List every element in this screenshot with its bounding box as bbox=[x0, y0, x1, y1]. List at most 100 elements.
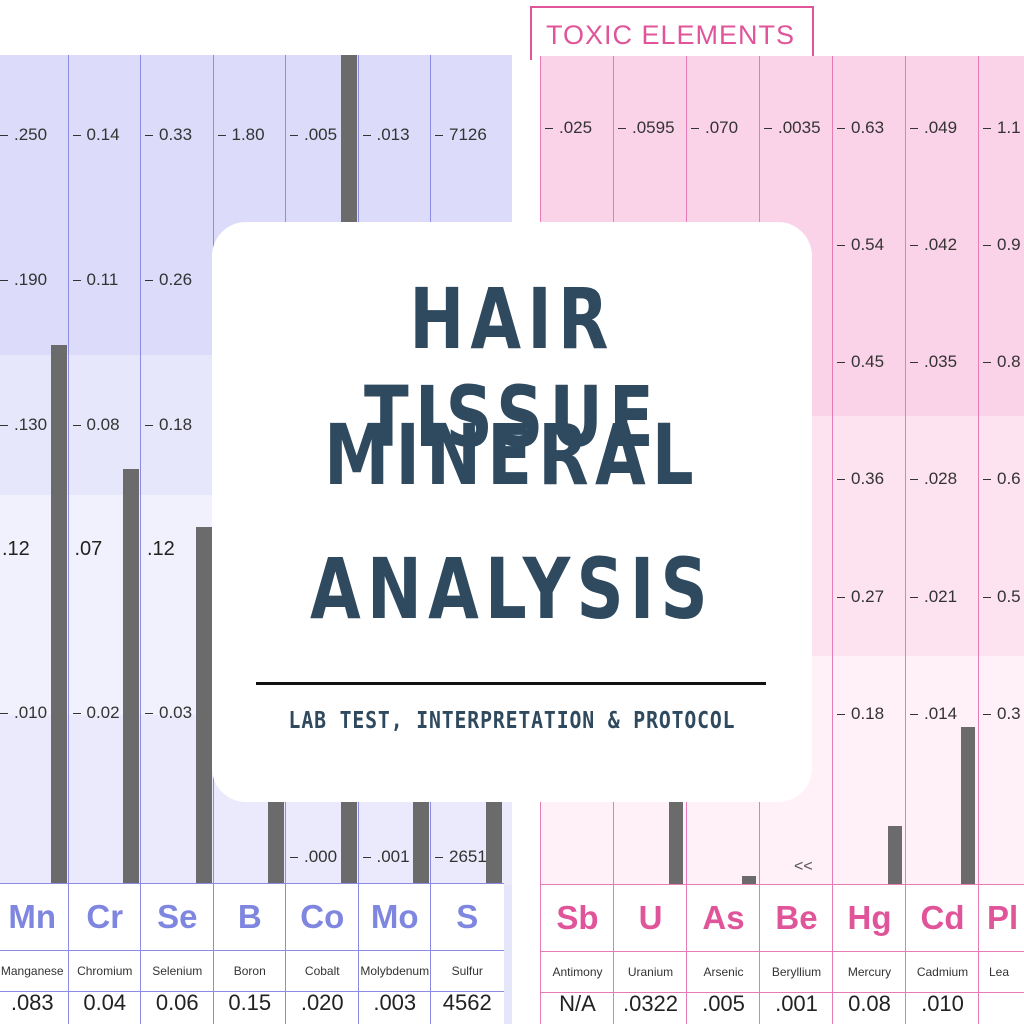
tick-label: .035 bbox=[910, 352, 957, 372]
tick-label: .070 bbox=[691, 118, 738, 138]
title-line-1: HAIR TISSUE bbox=[364, 270, 660, 466]
element-info: Co Cobalt .020 bbox=[286, 883, 359, 1024]
tick-label: .042 bbox=[910, 235, 957, 255]
element-column-s: 7126 2651 S Sulfur 4562 bbox=[430, 55, 504, 1024]
tick-label: .0595 bbox=[618, 118, 675, 138]
tick-label: 1.1 bbox=[983, 118, 1021, 138]
element-symbol: Be bbox=[775, 899, 818, 936]
element-column-se: 0.33 0.26 0.18 0.03 .12 Se Selenium 0.06 bbox=[140, 55, 214, 1024]
result-bar bbox=[123, 469, 139, 883]
element-name: Mercury bbox=[833, 951, 906, 993]
title-line-2: MINERAL bbox=[324, 406, 700, 504]
result-bar bbox=[50, 345, 67, 883]
tick-label: .000 bbox=[290, 847, 337, 867]
tick-label: 0.18 bbox=[837, 704, 884, 724]
element-symbol: B bbox=[237, 898, 262, 935]
element-info: S Sulfur 4562 bbox=[431, 883, 504, 1024]
element-column-hg: 0.63 0.54 0.45 0.36 0.27 0.18 Hg Mercury 0.08 bbox=[832, 56, 906, 1024]
below-range-marker: << bbox=[794, 858, 813, 875]
tick-label: 0.03 bbox=[145, 703, 192, 723]
tick-label: 1.80 bbox=[218, 125, 265, 145]
element-info: Cd Cadmium .010 bbox=[906, 884, 979, 1024]
element-result: .003 bbox=[373, 990, 417, 1015]
tick-label: 0.36 bbox=[837, 469, 884, 489]
tick-label: 0.6 bbox=[983, 469, 1021, 489]
toxic-elements-header: TOXIC ELEMENTS bbox=[530, 6, 814, 60]
element-name: Manganese bbox=[0, 950, 69, 992]
result-bar bbox=[742, 876, 756, 884]
element-symbol: Mo bbox=[370, 898, 419, 935]
tick-label: 0.8 bbox=[983, 352, 1021, 372]
element-name: Sulfur bbox=[431, 950, 504, 992]
tick-label: .014 bbox=[910, 704, 957, 724]
element-symbol: Mn bbox=[8, 898, 57, 935]
element-info: Hg Mercury 0.08 bbox=[833, 884, 906, 1024]
element-info: Pl Lea bbox=[979, 884, 1024, 1024]
tick-label: 0.14 bbox=[73, 125, 120, 145]
element-result: 0.08 bbox=[848, 991, 891, 1016]
element-symbol: Cd bbox=[920, 899, 965, 936]
result-bar bbox=[888, 826, 902, 884]
element-result: N/A bbox=[559, 991, 596, 1016]
element-column-cr: 0.14 0.11 0.08 0.02 .07 Cr Chromium 0.04 bbox=[67, 55, 141, 1024]
tick-label: 0.3 bbox=[983, 704, 1021, 724]
element-result: 4562 bbox=[442, 990, 492, 1015]
element-name: Boron bbox=[213, 950, 286, 992]
element-result: .001 bbox=[775, 991, 818, 1016]
element-symbol: Pl bbox=[987, 899, 1019, 936]
tick-label: 0.27 bbox=[837, 587, 884, 607]
tick-label: 2651 bbox=[435, 847, 487, 867]
element-result: 0.06 bbox=[155, 990, 199, 1015]
tick-label: 0.18 bbox=[145, 415, 192, 435]
element-result: .005 bbox=[702, 991, 745, 1016]
result-bar bbox=[961, 727, 975, 884]
element-result: .083 bbox=[10, 990, 54, 1015]
element-symbol: Co bbox=[300, 898, 345, 935]
tick-label: 0.26 bbox=[145, 270, 192, 290]
tick-label: .130 bbox=[0, 415, 47, 435]
element-info: Mo Molybdenum .003 bbox=[358, 883, 431, 1024]
tick-label: .049 bbox=[910, 118, 957, 138]
element-result: .020 bbox=[300, 990, 344, 1015]
tick-label: 0.63 bbox=[837, 118, 884, 138]
mid-range-label: .12 bbox=[2, 538, 30, 560]
element-column-pb: 1.1 0.9 0.8 0.6 0.5 0.3 Pl Lea bbox=[978, 56, 1024, 1024]
element-name: Beryllium bbox=[760, 951, 833, 993]
subtitle: LAB TEST, INTERPRETATION & PROTOCOL bbox=[288, 708, 736, 734]
tick-label: .028 bbox=[910, 469, 957, 489]
title-line-3: ANALYSIS bbox=[310, 540, 714, 638]
tick-label: 0.45 bbox=[837, 352, 884, 372]
element-column-mn: .250 .190 .130 .010 .12 Mn Manganese .083 bbox=[0, 55, 69, 1024]
tick-label: .010 bbox=[0, 703, 47, 723]
element-column-u: .0595 U Uranium .0322 bbox=[613, 56, 687, 1024]
tick-label: 0.08 bbox=[73, 415, 120, 435]
element-name: Lea bbox=[979, 951, 1024, 993]
title-divider bbox=[256, 682, 766, 685]
tick-label: 0.11 bbox=[73, 270, 119, 290]
title-card: HAIR TISSUE MINERAL ANALYSIS LAB TEST, I… bbox=[212, 222, 812, 802]
element-name: Molybdenum bbox=[358, 950, 431, 992]
tick-label: .190 bbox=[0, 270, 47, 290]
toxic-elements-label: TOXIC ELEMENTS bbox=[546, 20, 796, 50]
element-info: B Boron 0.15 bbox=[213, 883, 286, 1024]
mid-range-label: .07 bbox=[74, 538, 103, 560]
element-name: Cobalt bbox=[286, 950, 359, 992]
tick-label: 0.54 bbox=[837, 235, 884, 255]
element-symbol: S bbox=[456, 898, 479, 935]
element-result: .010 bbox=[921, 991, 964, 1016]
element-name: Selenium bbox=[141, 950, 214, 992]
element-symbol: U bbox=[638, 899, 663, 936]
tick-label: .025 bbox=[545, 118, 592, 138]
element-symbol: Sb bbox=[556, 899, 599, 936]
mid-range-label: .12 bbox=[147, 538, 175, 560]
element-result: 0.04 bbox=[83, 990, 127, 1015]
tick-label: 7126 bbox=[435, 125, 487, 145]
tick-label: .005 bbox=[290, 125, 337, 145]
tick-label: 0.33 bbox=[145, 125, 192, 145]
result-bar bbox=[195, 527, 212, 883]
element-info: U Uranium .0322 bbox=[614, 884, 687, 1024]
element-result: 0.15 bbox=[228, 990, 272, 1015]
element-name: Chromium bbox=[68, 950, 141, 992]
element-symbol: Se bbox=[157, 898, 198, 935]
tick-label: .001 bbox=[363, 847, 410, 867]
